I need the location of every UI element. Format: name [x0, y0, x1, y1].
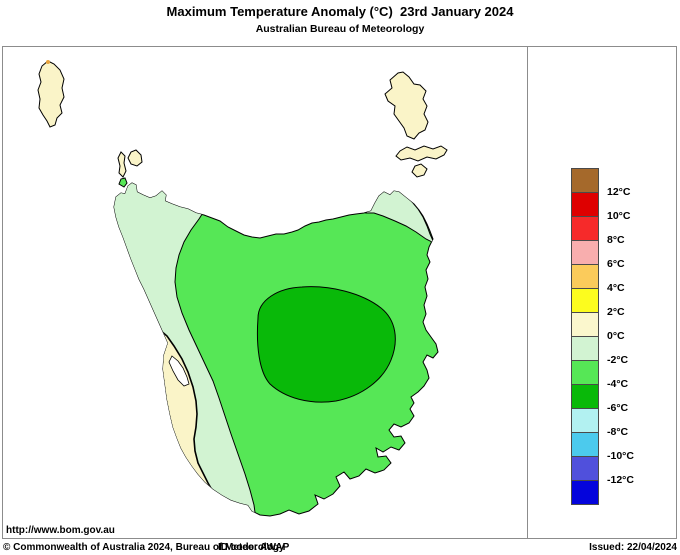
three-hummock-island [127, 149, 143, 167]
hunter-island [117, 151, 127, 178]
legend-swatch-12 [571, 456, 599, 481]
copyright-text: © Commonwealth of Australia 2024, Bureau… [3, 542, 285, 553]
cape-barren-island [395, 145, 448, 162]
legend-swatch-7 [571, 336, 599, 361]
legend-tick-6: 2°C [607, 306, 625, 318]
legend-swatch-9 [571, 384, 599, 409]
legend-swatch-6 [571, 312, 599, 337]
king-island [37, 60, 65, 128]
legend-swatch-5 [571, 288, 599, 313]
flinders-island [384, 71, 429, 140]
legend-tick-10: -6°C [607, 402, 629, 414]
legend-tick-9: -4°C [607, 378, 629, 390]
id-code-text: ID code: AWAP [218, 542, 290, 553]
legend-swatch-1 [571, 192, 599, 217]
legend-tick-2: 10°C [607, 210, 631, 222]
legend-swatch-8 [571, 360, 599, 385]
legend-tick-12: -10°C [607, 450, 634, 462]
legend-tick-1: 12°C [607, 186, 631, 198]
map-frame [2, 46, 677, 539]
robbins-island [118, 177, 128, 188]
legend-swatch-2 [571, 216, 599, 241]
tasmania-map [37, 60, 448, 517]
legend-swatch-10 [571, 408, 599, 433]
king-island-north-anomaly-dot [46, 60, 50, 64]
page-title: Maximum Temperature Anomaly (°C) 23rd Ja… [166, 4, 514, 19]
legend-tick-4: 6°C [607, 258, 625, 270]
legend-swatch-4 [571, 264, 599, 289]
page-subtitle: Australian Bureau of Meteorology [255, 23, 425, 35]
anomaly-region-neg4-to-neg6-core [256, 286, 396, 403]
issued-date-text: Issued: 22/04/2024 [589, 542, 677, 553]
legend-swatch-0 [571, 168, 599, 193]
legend-tick-3: 8°C [607, 234, 625, 246]
legend-panel: 12°C 10°C 8°C 6°C 4°C 2°C 0°C -2°C -4°C -6°C -8°C -… [527, 46, 677, 539]
legend-tick-11: -8°C [607, 426, 629, 438]
clarke-island [411, 163, 428, 178]
bom-url: http://www.bom.gov.au [6, 525, 115, 536]
legend-swatch-11 [571, 432, 599, 457]
legend-tick-13: -12°C [607, 474, 634, 486]
legend-tick-8: -2°C [607, 354, 629, 366]
macquarie-harbour-water [168, 355, 190, 387]
legend-tick-5: 4°C [607, 282, 625, 294]
legend-tick-7: 0°C [607, 330, 625, 342]
legend-swatch-13 [571, 480, 599, 505]
footer-row: © Commonwealth of Australia 2024, Bureau… [0, 542, 680, 555]
legend-swatch-3 [571, 240, 599, 265]
map-panel: http://www.bom.gov.au [2, 46, 527, 539]
